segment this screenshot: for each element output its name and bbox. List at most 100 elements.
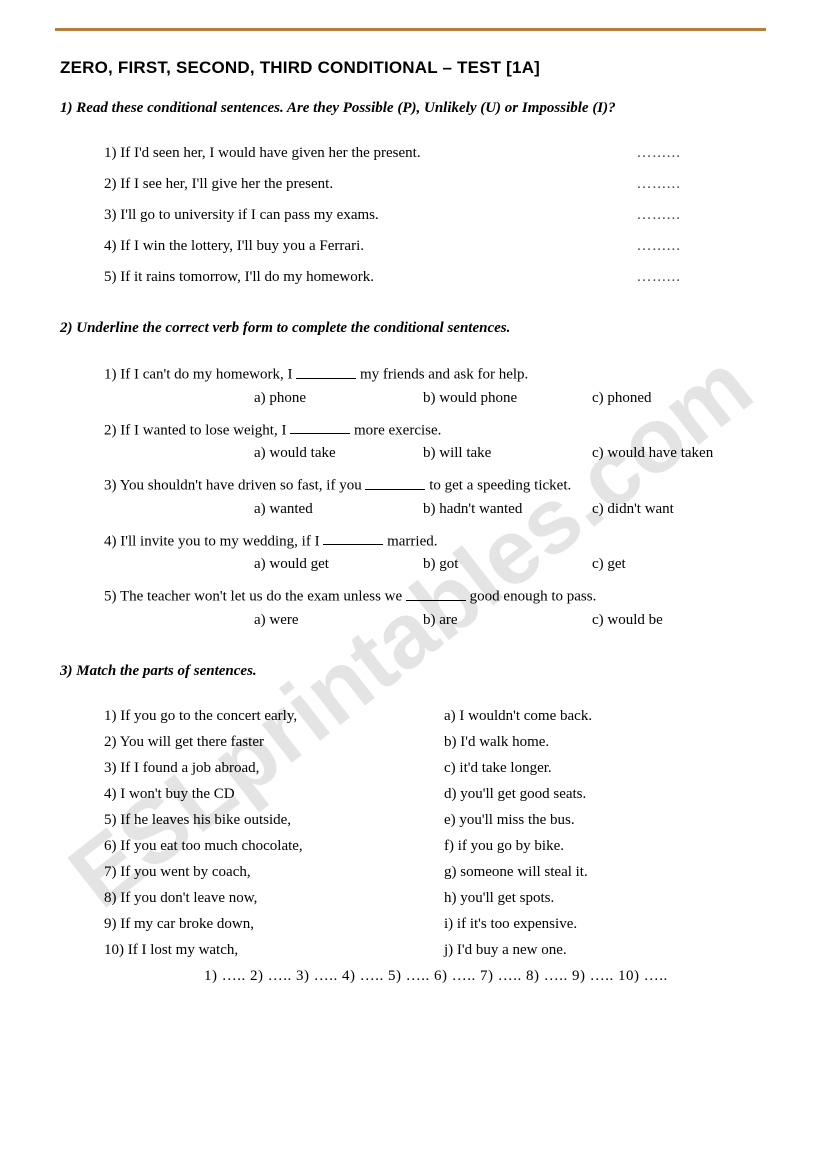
q3-row: 10) If I lost my watch,j) I'd buy a new … <box>104 942 761 959</box>
blank-line <box>365 476 425 490</box>
section1-heading: 1) Read these conditional sentences. Are… <box>60 100 761 117</box>
q2-item: 5) The teacher won't let us do the exam … <box>104 587 761 629</box>
q1-item: 3) I'll go to university if I can pass m… <box>104 207 761 224</box>
q2-stem-after: more exercise. <box>350 422 441 438</box>
q3-row: 6) If you eat too much chocolate,f) if y… <box>104 838 761 855</box>
q2-stem-after: my friends and ask for help. <box>356 367 528 383</box>
q3-right: j) I'd buy a new one. <box>444 942 567 959</box>
q2-item: 3) You shouldn't have driven so fast, if… <box>104 476 761 518</box>
q2-stem-before: 1) If I can't do my homework, I <box>104 367 296 383</box>
q3-left: 2) You will get there faster <box>104 734 444 751</box>
q3-row: 5) If he leaves his bike outside,e) you'… <box>104 812 761 829</box>
q3-answers-line: 1) ….. 2) ….. 3) ….. 4) ….. 5) ….. 6) ….… <box>104 968 761 985</box>
q1-text: 3) I'll go to university if I can pass m… <box>104 207 379 224</box>
choice-c: c) would have taken <box>592 445 761 462</box>
q2-choices: a) would takeb) will takec) would have t… <box>104 445 761 462</box>
q2-stem-before: 5) The teacher won't let us do the exam … <box>104 589 406 605</box>
q3-left: 4) I won't buy the CD <box>104 786 444 803</box>
q2-item: 4) I'll invite you to my wedding, if I m… <box>104 532 761 574</box>
q3-row: 2) You will get there fasterb) I'd walk … <box>104 734 761 751</box>
q2-choices: a) phoneb) would phonec) phoned <box>104 390 761 407</box>
q1-text: 1) If I'd seen her, I would have given h… <box>104 145 421 162</box>
q3-left: 6) If you eat too much chocolate, <box>104 838 444 855</box>
q2-stem: 5) The teacher won't let us do the exam … <box>104 587 761 606</box>
q3-left: 3) If I found a job abroad, <box>104 760 444 777</box>
q1-item: 2) If I see her, I'll give her the prese… <box>104 176 761 193</box>
page: ZERO, FIRST, SECOND, THIRD CONDITIONAL –… <box>0 0 821 1025</box>
q3-left: 1) If you go to the concert early, <box>104 708 444 725</box>
section2-list: 1) If I can't do my homework, I my frien… <box>60 365 761 629</box>
q2-stem: 1) If I can't do my homework, I my frien… <box>104 365 761 384</box>
q3-right: d) you'll get good seats. <box>444 786 586 803</box>
q2-stem-before: 2) If I wanted to lose weight, I <box>104 422 290 438</box>
choice-a: a) phone <box>254 390 423 407</box>
choice-b: b) would phone <box>423 390 592 407</box>
q2-stem: 2) If I wanted to lose weight, I more ex… <box>104 421 761 440</box>
q3-left: 10) If I lost my watch, <box>104 942 444 959</box>
choice-c: c) get <box>592 556 761 573</box>
q3-left: 8) If you don't leave now, <box>104 890 444 907</box>
q2-stem-after: married. <box>383 533 437 549</box>
q3-right: f) if you go by bike. <box>444 838 564 855</box>
q1-blank: …...... <box>637 145 682 162</box>
q3-row: 9) If my car broke down,i) if it's too e… <box>104 916 761 933</box>
choice-c: c) phoned <box>592 390 761 407</box>
q2-choices: a) would getb) gotc) get <box>104 556 761 573</box>
q3-left: 5) If he leaves his bike outside, <box>104 812 444 829</box>
q2-stem-before: 3) You shouldn't have driven so fast, if… <box>104 478 365 494</box>
q3-row: 8) If you don't leave now,h) you'll get … <box>104 890 761 907</box>
q3-right: h) you'll get spots. <box>444 890 554 907</box>
choice-b: b) hadn't wanted <box>423 501 592 518</box>
q2-item: 1) If I can't do my homework, I my frien… <box>104 365 761 407</box>
blank-line <box>406 587 466 601</box>
choice-b: b) are <box>423 612 592 629</box>
choice-b: b) will take <box>423 445 592 462</box>
q2-stem-after: to get a speeding ticket. <box>425 478 571 494</box>
q1-text: 5) If it rains tomorrow, I'll do my home… <box>104 269 374 286</box>
q3-left: 9) If my car broke down, <box>104 916 444 933</box>
q1-item: 4) If I win the lottery, I'll buy you a … <box>104 238 761 255</box>
q3-right: c) it'd take longer. <box>444 760 552 777</box>
section2-heading: 2) Underline the correct verb form to co… <box>60 320 761 337</box>
choice-a: a) would get <box>254 556 423 573</box>
q3-right: e) you'll miss the bus. <box>444 812 575 829</box>
q1-item: 1) If I'd seen her, I would have given h… <box>104 145 761 162</box>
q1-blank: …...... <box>637 207 682 224</box>
blank-line <box>290 421 350 435</box>
q3-row: 7) If you went by coach,g) someone will … <box>104 864 761 881</box>
choice-a: a) wanted <box>254 501 423 518</box>
choice-a: a) were <box>254 612 423 629</box>
q2-item: 2) If I wanted to lose weight, I more ex… <box>104 421 761 463</box>
q1-blank: …...... <box>637 176 682 193</box>
section3-list: 1) If you go to the concert early,a) I w… <box>60 708 761 985</box>
top-rule <box>55 28 766 31</box>
q1-blank: …...... <box>637 269 682 286</box>
q3-right: g) someone will steal it. <box>444 864 588 881</box>
section1-list: 1) If I'd seen her, I would have given h… <box>60 145 761 286</box>
q3-left: 7) If you went by coach, <box>104 864 444 881</box>
q3-right: a) I wouldn't come back. <box>444 708 592 725</box>
q1-text: 4) If I win the lottery, I'll buy you a … <box>104 238 364 255</box>
q3-row: 3) If I found a job abroad,c) it'd take … <box>104 760 761 777</box>
q3-row: 1) If you go to the concert early,a) I w… <box>104 708 761 725</box>
q2-stem-before: 4) I'll invite you to my wedding, if I <box>104 533 323 549</box>
q2-stem: 4) I'll invite you to my wedding, if I m… <box>104 532 761 551</box>
q2-choices: a) wereb) arec) would be <box>104 612 761 629</box>
choice-a: a) would take <box>254 445 423 462</box>
q2-choices: a) wantedb) hadn't wantedc) didn't want <box>104 501 761 518</box>
section3-heading: 3) Match the parts of sentences. <box>60 663 761 680</box>
q2-stem-after: good enough to pass. <box>466 589 596 605</box>
blank-line <box>323 532 383 546</box>
q3-right: i) if it's too expensive. <box>444 916 577 933</box>
q3-right: b) I'd walk home. <box>444 734 549 751</box>
q3-row: 4) I won't buy the CDd) you'll get good … <box>104 786 761 803</box>
q1-item: 5) If it rains tomorrow, I'll do my home… <box>104 269 761 286</box>
choice-c: c) would be <box>592 612 761 629</box>
choice-b: b) got <box>423 556 592 573</box>
q2-stem: 3) You shouldn't have driven so fast, if… <box>104 476 761 495</box>
q1-text: 2) If I see her, I'll give her the prese… <box>104 176 333 193</box>
q1-blank: …...... <box>637 238 682 255</box>
choice-c: c) didn't want <box>592 501 761 518</box>
page-title: ZERO, FIRST, SECOND, THIRD CONDITIONAL –… <box>60 58 761 78</box>
blank-line <box>296 365 356 379</box>
